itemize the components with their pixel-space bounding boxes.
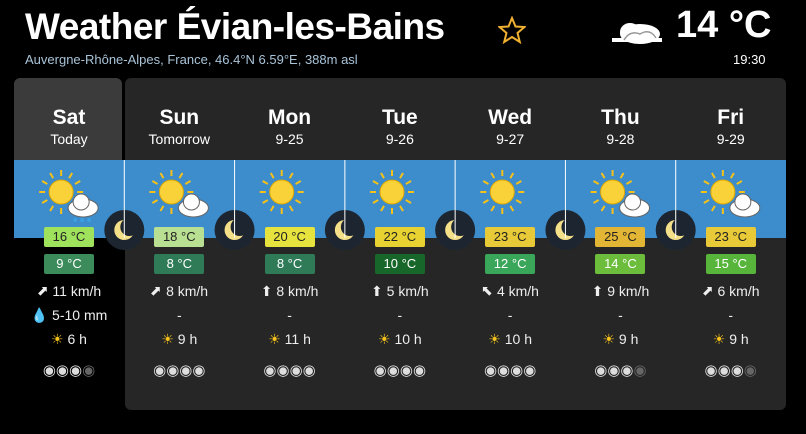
day-name: Tue xyxy=(381,106,418,129)
wind: 8 km/h xyxy=(276,283,319,299)
weather-icon xyxy=(370,170,414,214)
low-temp: 8 °C xyxy=(264,254,315,274)
sunshine: 10 h xyxy=(394,331,422,347)
sunshine: 9 h xyxy=(729,331,749,347)
weather-icon xyxy=(39,170,99,222)
sun-icon: ☀ xyxy=(712,331,726,347)
precipitation: - xyxy=(287,307,292,323)
current-temperature: 14 °C xyxy=(676,4,772,46)
weather-icon xyxy=(480,170,525,214)
day-sub: 9-29 xyxy=(716,131,745,147)
high-temp: 16 °C xyxy=(44,227,94,247)
day-column[interactable]: Sat Today 16 °C 9 °C ⬆ 11 km/h 💧 5-10 mm… xyxy=(14,106,124,379)
precipitation: - xyxy=(176,307,182,323)
day-sub: Tomorrow xyxy=(148,131,211,147)
title: Weather Évian-les-Bains xyxy=(25,6,445,47)
location: Auvergne-Rhône-Alpes, France, 46.4°N 6.5… xyxy=(25,52,358,67)
sun-icon: ☀ xyxy=(268,331,281,347)
high-temp: 22 °C xyxy=(374,227,425,247)
low-temp: 15 °C xyxy=(705,254,756,274)
sun-icon: ☀ xyxy=(161,331,174,347)
precipitation: - xyxy=(618,307,623,323)
wind: 9 km/h xyxy=(607,283,650,299)
low-temp: 14 °C xyxy=(595,254,646,274)
day-name: Sun xyxy=(159,106,200,129)
rating: ◉◉◉◉ xyxy=(483,362,537,379)
day-column[interactable]: Wed 9-27 23 °C 12 °C ⬆ 4 km/h - ☀ 10 h ◉… xyxy=(455,106,565,379)
sun-icon: ☀ xyxy=(377,331,391,347)
sunshine: 9 h xyxy=(618,331,639,347)
rating: ◉◉◉◉ xyxy=(373,362,427,379)
sunshine: 9 h xyxy=(177,331,198,347)
rating: ◉◉◉◉ xyxy=(594,362,647,379)
high-temp: 18 °C xyxy=(154,227,205,247)
wind-arrow: ⬆ xyxy=(260,283,273,299)
sun-icon: ☀ xyxy=(602,331,616,347)
sun-icon: ☀ xyxy=(488,331,501,347)
sunshine: 11 h xyxy=(284,331,311,347)
day-name: Mon xyxy=(267,106,312,129)
weather-icon xyxy=(259,170,304,214)
wind: 8 km/h xyxy=(166,283,209,299)
favorite-star[interactable] xyxy=(498,16,526,44)
day-column[interactable]: Fri 9-29 23 °C 15 °C ⬆ 6 km/h - ☀ 9 h ◉◉… xyxy=(676,106,786,379)
wind-arrow: ⬆ xyxy=(591,283,604,299)
day-sub: 9-25 xyxy=(275,131,304,147)
day-sub: 9-28 xyxy=(606,131,635,147)
rating: ◉◉◉◉ xyxy=(704,362,757,379)
day-column[interactable]: Mon 9-25 20 °C 8 °C ⬆ 8 km/h - ☀ 11 h ◉◉… xyxy=(235,106,345,379)
current-time: 19:30 xyxy=(733,52,766,67)
current-icon xyxy=(612,23,662,44)
day-sub: 9-26 xyxy=(385,131,414,147)
day-sub: 9-27 xyxy=(496,131,525,147)
sunshine: 6 h xyxy=(67,331,87,347)
precipitation: - xyxy=(397,307,403,323)
high-temp: 20 °C xyxy=(264,227,315,247)
day-column[interactable]: Tue 9-26 22 °C 10 °C ⬆ 5 km/h - ☀ 10 h ◉… xyxy=(345,106,455,379)
wind: 5 km/h xyxy=(386,283,429,299)
wind: 6 km/h xyxy=(717,283,760,299)
weather-icon xyxy=(149,170,209,218)
day-name: Wed xyxy=(488,106,533,129)
high-temp: 23 °C xyxy=(485,227,536,247)
sun-icon: ☀ xyxy=(51,331,64,347)
low-temp: 10 °C xyxy=(374,254,425,274)
precipitation: 5-10 mm xyxy=(52,307,108,323)
wind: 4 km/h xyxy=(496,283,539,299)
weather-icon xyxy=(700,170,761,218)
day-name: Sat xyxy=(52,106,86,129)
precipitation: - xyxy=(728,307,734,323)
weather-icon xyxy=(590,170,651,218)
selected-day xyxy=(14,78,122,168)
low-temp: 8 °C xyxy=(154,254,205,274)
wind-arrow: ⬆ xyxy=(371,283,383,299)
precipitation: - xyxy=(507,307,513,323)
drop-icon: 💧 xyxy=(30,307,49,323)
day-name: Thu xyxy=(601,106,640,129)
rating: ◉◉◉◉ xyxy=(153,362,206,379)
wind: 11 km/h xyxy=(52,283,102,299)
high-temp: 23 °C xyxy=(705,227,756,247)
day-name: Fri xyxy=(717,106,745,129)
day-column[interactable]: Sun Tomorrow 18 °C 8 °C ⬆ 8 km/h - ☀ 9 h… xyxy=(124,106,234,379)
day-sub: Today xyxy=(50,131,88,147)
low-temp: 12 °C xyxy=(485,254,536,274)
low-temp: 9 °C xyxy=(44,254,94,274)
day-column[interactable]: Thu 9-28 25 °C 14 °C ⬆ 9 km/h - ☀ 9 h ◉◉… xyxy=(565,106,675,379)
high-temp: 25 °C xyxy=(595,227,646,247)
icon-band xyxy=(14,160,786,250)
rating: ◉◉◉◉ xyxy=(263,362,316,379)
sunshine: 10 h xyxy=(504,331,532,347)
rating: ◉◉◉◉ xyxy=(42,362,96,379)
